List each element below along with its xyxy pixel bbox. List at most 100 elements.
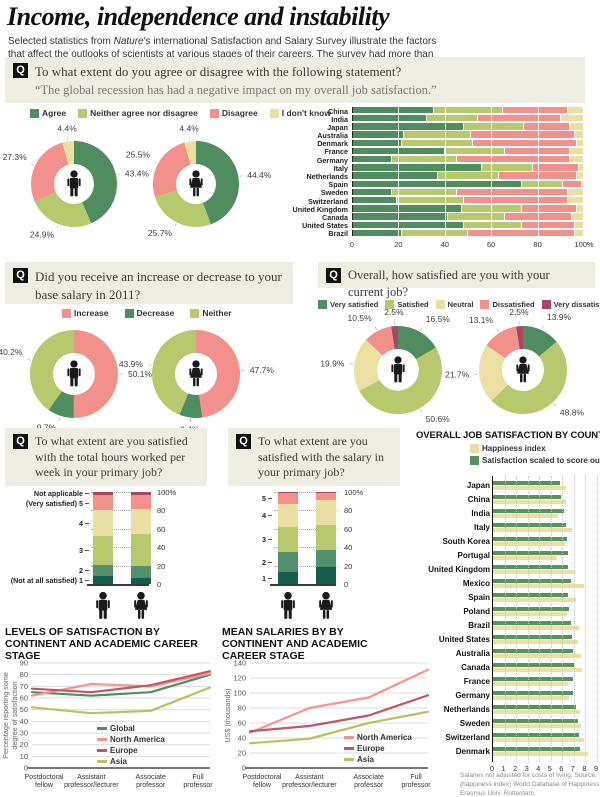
donut-value-label: 13.9% [547,312,572,322]
axis-tick-label: 0 [349,240,355,249]
bar-segment [316,500,336,526]
y-axis-tick-label: 0 [242,764,246,773]
axis-tick-label: 3 [524,764,529,773]
y-axis-tick-label: 10 [20,752,28,761]
label-tick [268,539,272,541]
donut-segment [491,341,568,415]
y-axis-tick-label: 20 [238,749,246,758]
bar-segment [278,572,298,584]
bar-segment [570,156,584,163]
x-axis-line [270,584,336,586]
bar-segment [438,172,499,179]
legend-label: Asia [357,755,374,764]
country-label: China [328,106,348,116]
legend-swatch [97,760,107,763]
label-leader-line [175,223,177,227]
y-axis-tick-label: 50 [20,705,28,714]
donut-value-label: 13.1% [469,315,494,325]
satisfaction-bar [492,550,569,555]
bar-segment [445,147,506,155]
female-icon [319,591,333,619]
legend-label: Happiness index [482,444,546,453]
satisfaction-bar [492,732,579,737]
y-axis-tick-label: 60 [238,719,246,728]
bar-segment [463,196,568,204]
bar-segment [353,123,464,130]
bar-segment [533,164,580,171]
legend-label: Disagree [221,108,258,118]
legend-swatch [62,308,71,318]
legend-swatch [344,736,354,739]
legend-item: Asia [344,755,412,764]
label-leader-line [116,173,121,176]
bar-segment [131,492,151,495]
donut-value-label: 24.9% [30,230,55,240]
country-label: Denmark [455,746,490,756]
stacked-bar [352,131,584,138]
y-axis-tick-label: 80 [344,506,353,516]
y-axis-tick-label: 0 [24,764,28,773]
country-label: Sweden [320,188,348,198]
label-tick [85,502,89,504]
bar-segment [567,106,584,114]
bar-segment [447,213,506,220]
donut-value-label: 2.5% [509,307,529,317]
x-axis-category-label: Full professor [401,774,431,789]
bar-segment [316,492,336,493]
label-tick [268,498,272,500]
legend-label: Satisfaction scaled to score out of 10 [482,456,600,465]
q-badge: Q [13,268,28,283]
donut-value-label: 2.5% [384,307,404,317]
donut-value-label: 4.4% [179,123,199,133]
axis-tick-label: 8 [582,764,587,773]
donut-value-label: 21.7% [445,370,470,380]
legend-item: Europe [97,746,165,755]
label-leader-line [58,416,61,421]
table-row: India [410,506,598,520]
donut-segment [74,141,118,224]
label-leader-line [541,325,545,330]
legend-label: Dissatisfied [492,300,535,309]
y-axis-tick-label: 20 [20,740,28,749]
salary-line-chart-title: MEAN SALARIES BY BY CONTINENT AND ACADEM… [222,626,368,663]
stacked-bar [352,156,584,163]
bar-segment [278,492,298,504]
stacked-bar [352,196,584,204]
donut-segment [196,330,240,418]
legend-label: North America [110,735,165,744]
axis-tick-label: 40 [440,240,449,249]
happiness-bar [492,724,581,729]
country-label: South Korea [442,536,490,546]
table-row: United States [410,632,598,646]
y-axis-tick-label: 100% [344,488,364,497]
bar-segment [353,213,448,220]
x-axis-category-label: Assistant professor/lecturer [282,774,337,789]
x-axis-line [87,584,149,586]
table-row: Sweden [308,188,598,198]
gridline [274,492,338,493]
bar-segment [353,106,434,114]
table-row: United States [302,221,598,230]
bar-segment [461,205,522,212]
happiness-bar [492,640,578,645]
happiness-bar [492,710,580,715]
donut-value-label: 40.2% [0,347,23,357]
country-label: Canada [461,662,490,672]
label-leader-line [419,408,423,413]
axis-tick-label: 80 [533,240,542,249]
legend-label: Global [110,724,135,733]
axis-tick-label: 20 [394,240,403,249]
line-series-europe [248,694,430,733]
bar-segment [278,503,298,527]
axis-tick-label: 4 [536,764,541,773]
y-axis-tick-label: 60 [157,524,166,534]
axis-tick-label: 2 [513,764,518,773]
legend-label: Europe [357,744,385,753]
country-label: India [471,508,490,518]
table-row: Australia [410,646,598,660]
line-series-europe [30,670,212,694]
legend-item: Satisfied [385,300,429,309]
table-row: China [308,106,598,116]
table-row: Sweden [410,716,598,730]
